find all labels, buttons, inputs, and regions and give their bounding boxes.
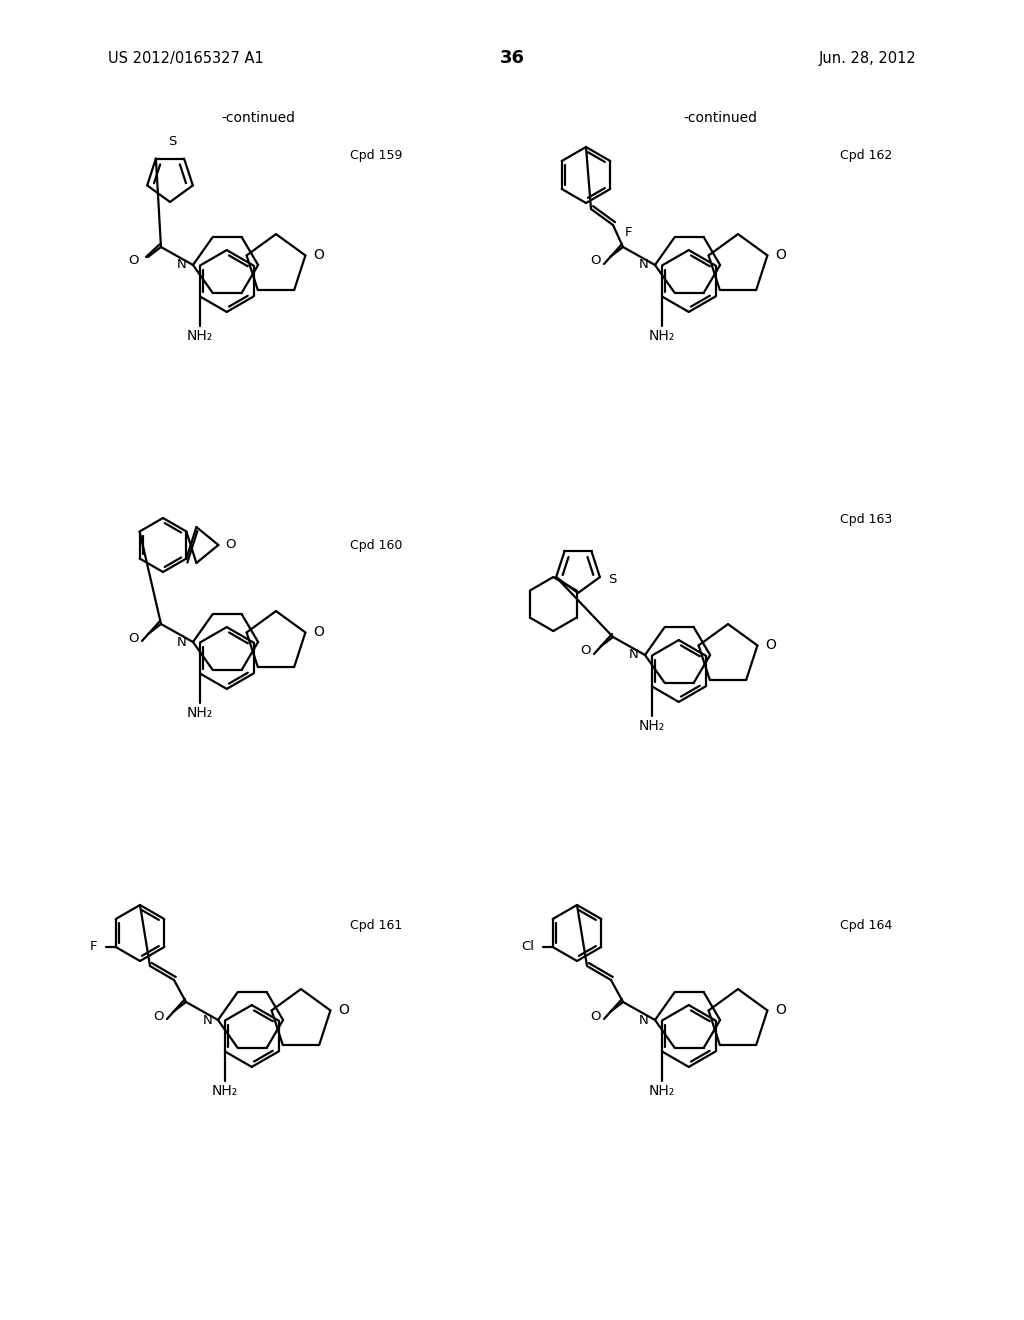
Text: F: F (89, 940, 96, 953)
Text: Cpd 162: Cpd 162 (840, 149, 892, 161)
Text: S: S (168, 135, 176, 148)
Text: O: O (338, 1003, 349, 1018)
Text: O: O (128, 631, 139, 644)
Text: O: O (591, 1010, 601, 1023)
Text: N: N (639, 1014, 649, 1027)
Text: S: S (608, 573, 616, 586)
Text: N: N (630, 648, 639, 661)
Text: -continued: -continued (683, 111, 757, 125)
Text: N: N (203, 1014, 212, 1027)
Text: O: O (765, 639, 776, 652)
Text: N: N (177, 635, 187, 648)
Text: 36: 36 (500, 49, 524, 67)
Text: O: O (775, 1003, 786, 1018)
Text: O: O (591, 255, 601, 268)
Text: Cpd 163: Cpd 163 (840, 513, 892, 527)
Text: O: O (225, 539, 236, 552)
Text: Cl: Cl (521, 940, 534, 953)
Text: O: O (128, 255, 139, 268)
Text: NH₂: NH₂ (649, 329, 675, 343)
Text: N: N (639, 259, 649, 272)
Text: -continued: -continued (221, 111, 295, 125)
Text: US 2012/0165327 A1: US 2012/0165327 A1 (108, 50, 264, 66)
Text: NH₂: NH₂ (212, 1084, 239, 1098)
Text: NH₂: NH₂ (186, 329, 213, 343)
Text: NH₂: NH₂ (639, 719, 665, 733)
Text: Cpd 159: Cpd 159 (350, 149, 402, 161)
Text: O: O (775, 248, 786, 263)
Text: N: N (177, 259, 187, 272)
Text: O: O (154, 1010, 164, 1023)
Text: Cpd 161: Cpd 161 (350, 919, 402, 932)
Text: Cpd 164: Cpd 164 (840, 919, 892, 932)
Text: NH₂: NH₂ (649, 1084, 675, 1098)
Text: NH₂: NH₂ (186, 706, 213, 719)
Text: Cpd 160: Cpd 160 (350, 539, 402, 552)
Text: O: O (313, 626, 325, 639)
Text: O: O (581, 644, 591, 657)
Text: Jun. 28, 2012: Jun. 28, 2012 (818, 50, 916, 66)
Text: F: F (625, 227, 633, 239)
Text: O: O (313, 248, 325, 263)
